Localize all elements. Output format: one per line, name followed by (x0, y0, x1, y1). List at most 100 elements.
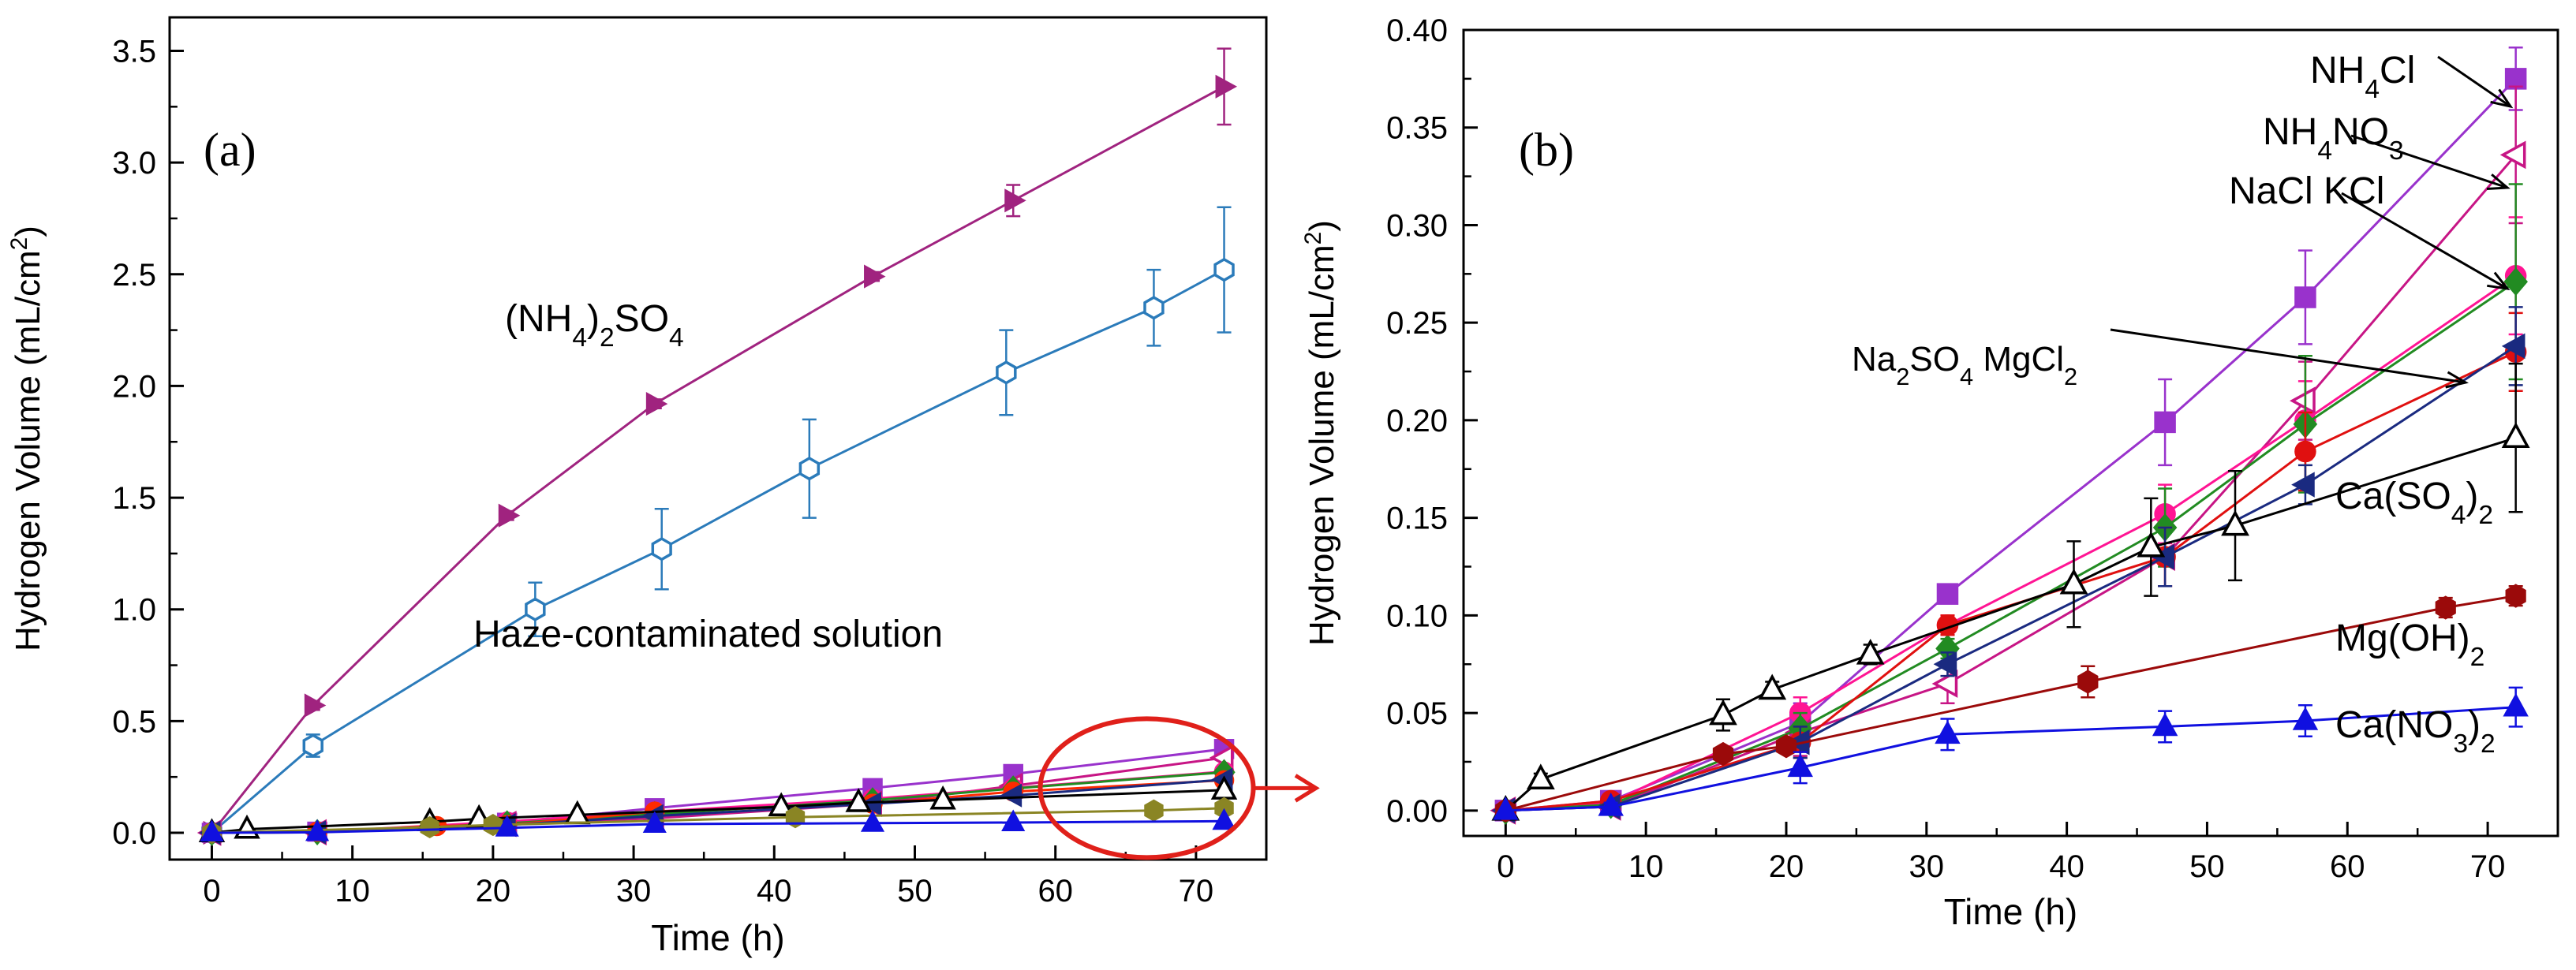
data-point (302, 733, 323, 758)
annotation-naclkcl: NaCl KCl (2229, 170, 2384, 212)
y-axis-label-main: Hydrogen Volume (mL/cm (1303, 244, 1341, 646)
series-line (211, 85, 1225, 834)
annotation-cano32: Ca(NO3)2 (2335, 704, 2496, 759)
series-haze-contaminated-solution (201, 206, 1235, 845)
data-point (495, 815, 519, 837)
y-tick-label: 0.5 (112, 704, 156, 739)
subscript: 4 (2451, 501, 2466, 530)
series-ca-so4-2 (1491, 362, 2530, 821)
y-tick-label: 2.5 (112, 258, 156, 293)
y-tick-label: 0.20 (1386, 404, 1448, 438)
data-point (1143, 296, 1165, 320)
data-point (798, 456, 821, 481)
chart-panel-b: 0 10 20 30 40 50 60 700.000.050.100.150.200.250… (1300, 13, 2559, 932)
annotation-haze: Haze-contaminated solution (473, 614, 943, 655)
label-part: Cl (2380, 50, 2415, 91)
x-tick-label: 10 (335, 874, 370, 908)
annotation-caso42: Ca(SO4)2 (2335, 476, 2493, 530)
series-ca-no3-2 (1493, 686, 2529, 820)
x-tick-label: 20 (1769, 849, 1804, 884)
data-point (1215, 74, 1238, 99)
data-point (1212, 808, 1236, 830)
data-point (2291, 472, 2315, 498)
plot-frame (168, 16, 1268, 861)
data-point (498, 503, 521, 528)
annotation-arrow-line (2437, 55, 2511, 108)
subscript: 4 (2317, 136, 2332, 166)
data-point (845, 788, 872, 812)
label-part: ) (587, 298, 600, 340)
y-tick-label: 0.15 (1386, 502, 1448, 536)
series-ca-so4-2 (198, 775, 1238, 842)
annotation-arrow-head (2445, 371, 2469, 389)
y-tick-label: 0.35 (1386, 111, 1448, 146)
label-part: SO (1909, 340, 1960, 379)
label-part: ) (2468, 704, 2481, 746)
label-part: NaCl KCl (2229, 170, 2384, 212)
y-axis-label: Hydrogen Volume (mL/cm2) (6, 226, 48, 651)
data-point (864, 264, 886, 289)
annotation-arrow-head (2486, 173, 2511, 191)
subscript: 2 (1896, 363, 1909, 390)
data-point (2077, 670, 2099, 694)
highlight-arrow-head (1294, 774, 1320, 803)
data-point (2292, 707, 2319, 730)
y-tick-label: 0.10 (1386, 599, 1448, 633)
x-tick-label: 0 (203, 874, 220, 908)
y-tick-label: 0.00 (1386, 794, 1448, 829)
subscript: 2 (600, 323, 615, 353)
label-part: Ca(NO (2335, 704, 2453, 746)
x-tick-label: 60 (1038, 874, 1073, 908)
data-point (1856, 638, 1885, 665)
data-point (305, 819, 330, 841)
annotation-nh4cl: NH4Cl (2310, 50, 2415, 104)
data-point (2435, 595, 2456, 620)
annotation-nh4no3: NH4NO3 (2263, 111, 2404, 166)
series-ca-no3-2 (200, 808, 1236, 841)
data-point (1931, 670, 1958, 698)
y-tick-label: 0.25 (1386, 306, 1448, 341)
data-point (2152, 712, 2178, 737)
label-part: Ca(SO (2335, 476, 2451, 517)
data-point (2221, 509, 2249, 536)
data-point (1712, 741, 1734, 767)
y-axis: 0.00 0.05 0.10 0.15 0.20 0.25 0.30 0.35 0.40 (1386, 13, 1478, 829)
x-tick-label: 20 (476, 874, 511, 908)
data-point (1213, 257, 1235, 282)
data-point (2501, 422, 2530, 448)
x-tick-label: 40 (2049, 849, 2084, 884)
annotation-arrow-line (2350, 134, 2508, 189)
data-point (2059, 568, 2088, 595)
label-part: NH (2263, 111, 2317, 153)
data-point (1775, 734, 1797, 759)
series-line (211, 807, 1224, 834)
data-point (1144, 799, 1164, 822)
data-point (1000, 783, 1023, 808)
data-point (860, 810, 885, 832)
x-tick-label: 30 (1909, 849, 1945, 884)
data-point (304, 693, 327, 718)
data-point (1787, 753, 1813, 778)
y-axis-label-sup: 2 (1300, 232, 1326, 245)
subscript: 2 (2470, 643, 2485, 672)
series-line (211, 819, 1224, 834)
x-tick-label: 10 (1628, 849, 1664, 884)
data-point (1598, 793, 1624, 816)
data-point (1935, 720, 1961, 744)
x-axis: 0 10 20 30 40 50 60 70 (1497, 822, 2505, 884)
x-axis-label: Time (h) (1944, 891, 2078, 932)
label-part: Mg(OH) (2335, 617, 2470, 659)
label-part: NO (2332, 111, 2389, 153)
x-tick-label: 70 (1179, 874, 1214, 908)
data-point (1001, 809, 1026, 831)
annotation-arrow-line (2110, 328, 2466, 384)
x-tick-label: 70 (2470, 849, 2506, 884)
subscript: 4 (669, 323, 684, 353)
data-point (1004, 188, 1026, 213)
data-point (2294, 286, 2316, 308)
y-tick-label: 1.5 (112, 481, 156, 516)
y-tick-label: 1.0 (112, 593, 156, 628)
data-point (564, 800, 591, 825)
x-tick-label: 30 (616, 874, 652, 908)
